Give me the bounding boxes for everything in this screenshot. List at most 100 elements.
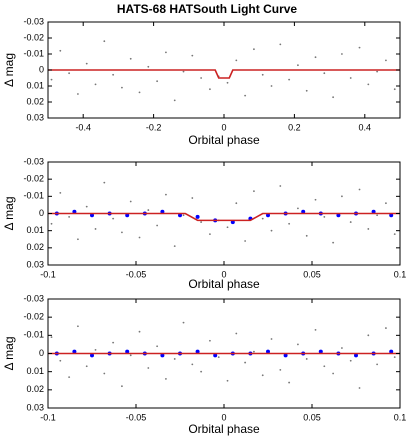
panel: HATS-68 HATSouth Light Curve Orbital phas… bbox=[2, 2, 401, 147]
x-tick-label: -0.2 bbox=[146, 122, 162, 132]
x-tick-label: -0.1 bbox=[40, 269, 56, 279]
data-point bbox=[261, 73, 264, 76]
data-point bbox=[147, 209, 150, 211]
data-point bbox=[393, 356, 396, 359]
y-tick-label: 0.01 bbox=[26, 366, 44, 376]
data-point bbox=[156, 345, 159, 348]
plot-area bbox=[48, 181, 400, 248]
x-tick-label: -0.1 bbox=[40, 412, 56, 422]
x-tick-label: 0.2 bbox=[288, 122, 301, 132]
data-point bbox=[94, 348, 97, 351]
data-point bbox=[103, 40, 106, 43]
y-tick-label: -0.03 bbox=[23, 156, 44, 166]
data-point bbox=[147, 367, 150, 369]
data-point bbox=[129, 354, 132, 357]
data-point bbox=[217, 356, 220, 359]
data-point bbox=[385, 202, 387, 205]
data-point bbox=[341, 195, 343, 198]
data-point bbox=[85, 205, 88, 208]
data-point bbox=[121, 385, 123, 388]
data-point bbox=[367, 228, 370, 230]
data-point bbox=[253, 190, 255, 193]
data-point bbox=[94, 228, 97, 230]
x-tick-label: -0.05 bbox=[126, 269, 147, 279]
y-axis-label: Δ mag bbox=[2, 196, 16, 230]
y-axis-label: Δ mag bbox=[2, 53, 16, 87]
data-point bbox=[341, 53, 343, 55]
data-point bbox=[358, 46, 361, 49]
data-point bbox=[279, 43, 282, 46]
x-tick-label: 0 bbox=[221, 122, 226, 132]
data-point bbox=[191, 197, 194, 199]
data-point bbox=[121, 231, 123, 234]
data-point bbox=[147, 65, 150, 68]
data-point bbox=[349, 221, 352, 223]
y-tick-label: 0 bbox=[39, 64, 44, 74]
data-point bbox=[50, 222, 53, 225]
y-tick-label: -0.01 bbox=[23, 330, 44, 340]
data-point bbox=[200, 221, 203, 223]
data-point bbox=[138, 330, 141, 333]
data-point bbox=[332, 241, 335, 244]
data-point bbox=[358, 188, 361, 191]
data-point bbox=[156, 224, 159, 227]
data-point bbox=[191, 54, 194, 57]
data-point bbox=[305, 358, 308, 360]
panel: Orbital phase Δ mag -0.03 -0.02 -0.01 0 0.01 0.… bbox=[2, 156, 406, 291]
data-point bbox=[332, 96, 335, 99]
data-point bbox=[68, 376, 71, 379]
data-point bbox=[112, 341, 115, 344]
x-tick-label: 0 bbox=[221, 269, 226, 279]
data-point bbox=[85, 62, 88, 65]
data-point bbox=[244, 361, 247, 364]
data-point bbox=[59, 359, 62, 362]
data-point bbox=[349, 77, 352, 79]
data-point bbox=[77, 238, 79, 241]
x-axis-label: Orbital phase bbox=[188, 422, 260, 436]
data-point bbox=[195, 214, 200, 219]
data-point bbox=[349, 359, 352, 362]
x-tick-label: 0.1 bbox=[394, 269, 407, 279]
data-point bbox=[376, 363, 379, 366]
model-line bbox=[48, 212, 400, 222]
y-tick-label: -0.03 bbox=[23, 16, 44, 26]
y-tick-label: 0.01 bbox=[26, 225, 44, 235]
data-point bbox=[314, 56, 317, 59]
x-tick-label: 0 bbox=[221, 412, 226, 422]
data-point bbox=[103, 181, 106, 184]
data-point bbox=[112, 217, 115, 220]
data-point bbox=[235, 202, 238, 205]
data-point bbox=[266, 349, 270, 354]
data-point bbox=[160, 353, 165, 358]
model-line bbox=[48, 69, 400, 79]
y-tick-label: -0.01 bbox=[23, 191, 44, 201]
data-point bbox=[288, 78, 291, 81]
data-point bbox=[129, 57, 132, 60]
data-point bbox=[129, 200, 132, 203]
data-point bbox=[68, 72, 71, 75]
data-point bbox=[305, 89, 308, 92]
x-tick-label: 0.05 bbox=[303, 412, 321, 422]
data-point bbox=[50, 78, 53, 81]
y-tick-label: -0.02 bbox=[23, 32, 44, 42]
y-tick-label: 0.02 bbox=[26, 384, 44, 394]
data-point bbox=[332, 372, 335, 375]
data-point bbox=[279, 185, 282, 187]
data-point bbox=[59, 49, 62, 52]
data-point bbox=[173, 245, 176, 248]
data-point bbox=[253, 350, 255, 353]
y-tick-label: 0.02 bbox=[26, 96, 44, 106]
data-point bbox=[288, 222, 291, 225]
data-point bbox=[279, 368, 282, 371]
y-tick-label: -0.03 bbox=[23, 293, 44, 303]
data-point bbox=[112, 73, 115, 76]
y-tick-label: 0.03 bbox=[26, 402, 44, 412]
y-tick-label: 0.02 bbox=[26, 242, 44, 252]
data-point bbox=[393, 233, 396, 236]
data-point bbox=[200, 370, 203, 373]
data-point bbox=[182, 214, 185, 217]
data-point bbox=[297, 343, 299, 346]
x-tick-label: 0.05 bbox=[303, 269, 321, 279]
panel: Orbital phase Δ mag -0.03 -0.02 -0.01 0 0.01 0.… bbox=[2, 293, 406, 436]
